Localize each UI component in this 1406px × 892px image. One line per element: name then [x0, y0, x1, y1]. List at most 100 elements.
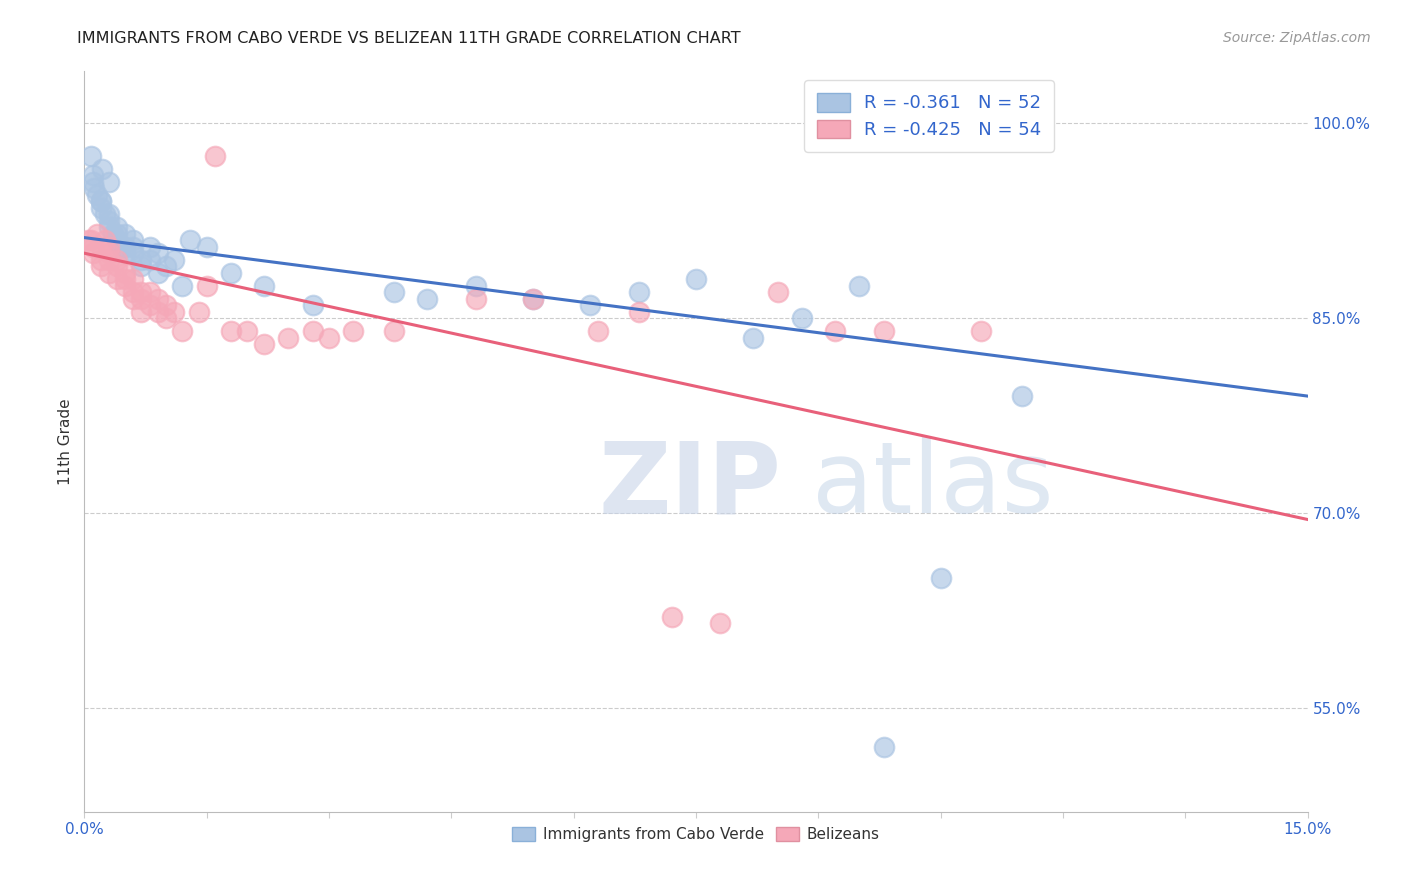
Point	[155, 311, 177, 326]
Point	[93, 207, 115, 221]
Point	[155, 259, 177, 273]
Point	[90, 201, 112, 215]
Point	[824, 324, 846, 338]
Point	[97, 246, 120, 260]
Point	[253, 278, 276, 293]
Point	[138, 285, 160, 300]
Point	[464, 292, 486, 306]
Point	[114, 240, 136, 254]
Point	[122, 240, 145, 254]
Point	[318, 331, 340, 345]
Point	[661, 610, 683, 624]
Point	[522, 292, 544, 306]
Point	[90, 240, 112, 254]
Point	[301, 324, 323, 338]
Point	[97, 240, 120, 254]
Point	[82, 175, 104, 189]
Point	[105, 227, 128, 241]
Point	[522, 292, 544, 306]
Text: atlas: atlas	[813, 437, 1054, 534]
Point	[464, 278, 486, 293]
Point	[131, 292, 153, 306]
Point	[929, 571, 952, 585]
Point	[80, 149, 103, 163]
Point	[187, 304, 209, 318]
Point	[146, 292, 169, 306]
Point	[114, 266, 136, 280]
Point	[742, 331, 765, 345]
Text: ZIP: ZIP	[598, 437, 780, 534]
Point	[146, 304, 169, 318]
Point	[204, 149, 226, 163]
Point	[82, 168, 104, 182]
Point	[970, 324, 993, 338]
Point	[97, 213, 120, 227]
Point	[90, 194, 112, 209]
Point	[105, 259, 128, 273]
Point	[872, 324, 894, 338]
Point	[195, 278, 218, 293]
Point	[122, 285, 145, 300]
Text: IMMIGRANTS FROM CABO VERDE VS BELIZEAN 11TH GRADE CORRELATION CHART: IMMIGRANTS FROM CABO VERDE VS BELIZEAN 1…	[77, 31, 741, 46]
Point	[155, 298, 177, 312]
Point	[219, 266, 242, 280]
Point	[236, 324, 259, 338]
Y-axis label: 11th Grade: 11th Grade	[58, 398, 73, 485]
Point	[97, 220, 120, 235]
Point	[146, 266, 169, 280]
Point	[105, 252, 128, 267]
Point	[138, 298, 160, 312]
Point	[114, 272, 136, 286]
Point	[848, 278, 870, 293]
Point	[122, 233, 145, 247]
Point	[627, 285, 650, 300]
Point	[138, 240, 160, 254]
Point	[90, 194, 112, 209]
Point	[86, 187, 108, 202]
Point	[105, 233, 128, 247]
Point	[301, 298, 323, 312]
Point	[277, 331, 299, 345]
Legend: Immigrants from Cabo Verde, Belizeans: Immigrants from Cabo Verde, Belizeans	[506, 822, 886, 848]
Point	[579, 298, 602, 312]
Point	[77, 233, 100, 247]
Point	[82, 246, 104, 260]
Point	[101, 227, 124, 241]
Point	[131, 304, 153, 318]
Point	[110, 240, 132, 254]
Point	[93, 233, 115, 247]
Point	[163, 252, 186, 267]
Text: Source: ZipAtlas.com: Source: ZipAtlas.com	[1223, 31, 1371, 45]
Point	[82, 240, 104, 254]
Point	[80, 233, 103, 247]
Point	[131, 259, 153, 273]
Point	[105, 220, 128, 235]
Point	[122, 272, 145, 286]
Point	[790, 311, 813, 326]
Point	[97, 175, 120, 189]
Point	[131, 285, 153, 300]
Point	[122, 246, 145, 260]
Point	[97, 266, 120, 280]
Point	[97, 252, 120, 267]
Point	[114, 246, 136, 260]
Point	[586, 324, 609, 338]
Point	[114, 278, 136, 293]
Point	[416, 292, 439, 306]
Point	[219, 324, 242, 338]
Point	[122, 292, 145, 306]
Point	[90, 259, 112, 273]
Point	[766, 285, 789, 300]
Point	[342, 324, 364, 338]
Point	[90, 252, 112, 267]
Point	[163, 304, 186, 318]
Point	[627, 304, 650, 318]
Point	[105, 272, 128, 286]
Point	[91, 161, 114, 176]
Point	[97, 207, 120, 221]
Point	[179, 233, 201, 247]
Point	[131, 252, 153, 267]
Point	[146, 246, 169, 260]
Point	[195, 240, 218, 254]
Point	[86, 227, 108, 241]
